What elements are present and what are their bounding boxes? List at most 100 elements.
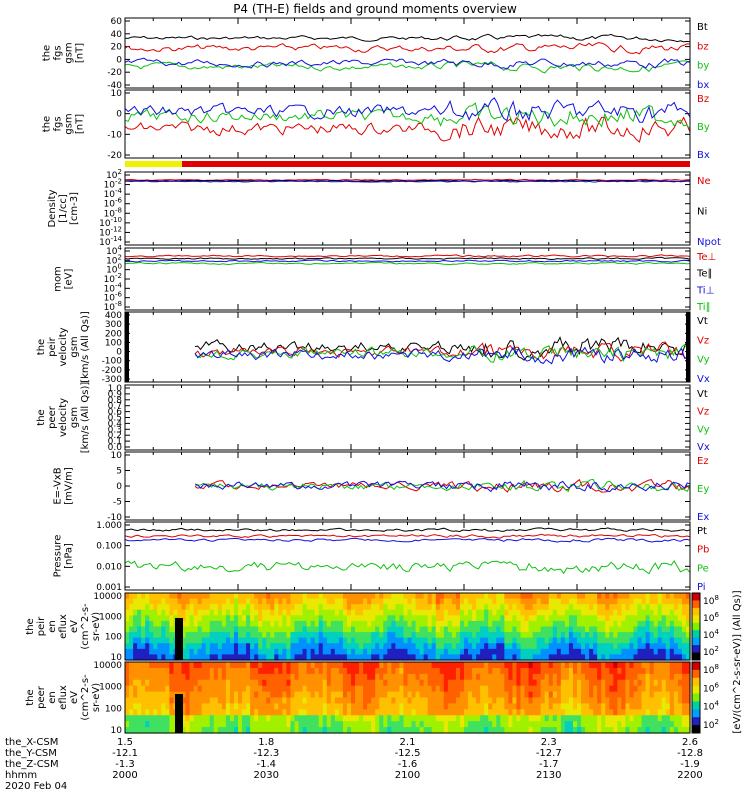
spectrogram-cell [484, 593, 489, 600]
spectrogram-cell [173, 598, 179, 605]
spectrogram-cell [560, 593, 566, 600]
spectrogram-cell [468, 662, 473, 669]
spectrogram-cell [476, 709, 481, 716]
spectrogram-cell [125, 609, 130, 616]
spectrogram-cell [359, 598, 364, 605]
spectrogram-cell [540, 715, 546, 722]
colorbar-segment [692, 677, 700, 687]
spectrogram-cell [407, 654, 413, 661]
spectrogram-cell [371, 609, 376, 616]
spectrogram-cell [488, 609, 493, 616]
spectrogram-cell [572, 593, 578, 600]
spectrogram-cell [326, 654, 332, 661]
spectrogram-cell [435, 626, 441, 633]
spectrogram-cell [560, 632, 566, 639]
spectrogram-cell [468, 593, 473, 600]
spectrogram-cell [383, 685, 388, 693]
spectrogram-cell [137, 721, 142, 728]
spectrogram-cell [536, 703, 542, 710]
spectrogram-cell [496, 662, 501, 669]
spectrogram-cell [254, 691, 259, 699]
spectrogram-cell [246, 604, 251, 611]
spectrogram-cell [338, 685, 344, 693]
spectrogram-cell [205, 679, 211, 687]
spectrogram-cell [589, 609, 594, 616]
spectrogram-cell [419, 654, 425, 661]
y-tick-label: 102 [106, 253, 122, 266]
spectrogram-cell [637, 709, 643, 716]
spectrogram-cell [528, 643, 534, 650]
spectrogram-cell [141, 703, 146, 710]
spectrogram-cell [254, 673, 259, 681]
series-line-Pb [124, 533, 691, 539]
spectrogram-cell [500, 593, 505, 600]
spectrogram-cell [468, 626, 473, 633]
spectrogram-cell [512, 637, 518, 644]
series-line-Te∥ [124, 256, 691, 261]
spectrogram-cell [278, 620, 283, 628]
spectrogram-cell [274, 709, 279, 716]
spectrogram-cell [443, 662, 449, 669]
spectrogram-cell [322, 709, 328, 716]
spectrogram-cell [145, 648, 150, 656]
spectrogram-cell [617, 679, 622, 687]
spectrogram-cell [544, 604, 550, 611]
spectrogram-cell [217, 662, 223, 669]
spectrogram-cell [399, 715, 405, 722]
spectrogram-cell [395, 691, 401, 699]
spectrogram-cell [516, 615, 522, 622]
spectrogram-cell [468, 620, 473, 628]
spectrogram-cell [681, 598, 687, 605]
spectrogram-cell [383, 593, 388, 600]
colorbar-tick-label: 108 [703, 663, 719, 676]
spectrogram-cell [661, 648, 667, 656]
spectrogram-cell [488, 662, 493, 669]
spectrogram-cell [613, 697, 618, 705]
spectrogram-cell [125, 598, 130, 605]
spectrogram-cell [455, 615, 461, 622]
spectrogram-cell [621, 615, 627, 622]
spectrogram-cell [185, 727, 191, 734]
spectrogram-cell [544, 637, 550, 644]
spectrogram-cell [528, 662, 534, 669]
y-axis-label-line: sr-eV) [91, 612, 102, 641]
spectrogram-cell [189, 643, 195, 650]
spectrogram-cell [371, 679, 376, 687]
spectrogram-cell [225, 648, 231, 656]
spectrogram-cell [637, 648, 643, 656]
spectrogram-cell [302, 654, 308, 661]
spectrogram-cell [189, 727, 195, 734]
spectrogram-cell [468, 643, 473, 650]
spectrogram-cell [387, 721, 392, 728]
spectrogram-cell [310, 721, 316, 728]
spectrogram-cell [161, 654, 166, 661]
spectrogram-cell [411, 679, 417, 687]
spectrogram-cell [338, 715, 344, 722]
spectrogram-cell [181, 643, 187, 650]
spectrogram-cell [238, 654, 243, 661]
spectrogram-cell [133, 727, 138, 734]
spectrogram-cell [189, 593, 195, 600]
spectrogram-cell [455, 593, 461, 600]
y-axis-label-line: velocity [58, 398, 69, 437]
spectrogram-cell [577, 615, 582, 622]
spectrogram-cell [153, 620, 158, 628]
spectrogram-cell [451, 709, 457, 716]
spectrogram-cell [246, 679, 251, 687]
spectrogram-cell [617, 615, 622, 622]
spectrogram-cell [621, 691, 627, 699]
spectrogram-cell [379, 615, 384, 622]
spectrogram-cell [500, 643, 505, 650]
spectrogram-cell [649, 715, 655, 722]
y-tick-label: 10-8 [104, 206, 122, 219]
spectrogram-cell [609, 691, 614, 699]
spectrogram-cell [355, 709, 360, 716]
spectrogram-cell [262, 626, 267, 633]
spectrogram-cell [516, 703, 522, 710]
spectrogram-cell [250, 715, 255, 722]
spectrogram-cell [621, 593, 627, 600]
spectrogram-cell [645, 637, 651, 644]
spectrogram-cell [435, 643, 441, 650]
spectrogram-cell [153, 626, 158, 633]
spectrogram-cell [665, 691, 671, 699]
